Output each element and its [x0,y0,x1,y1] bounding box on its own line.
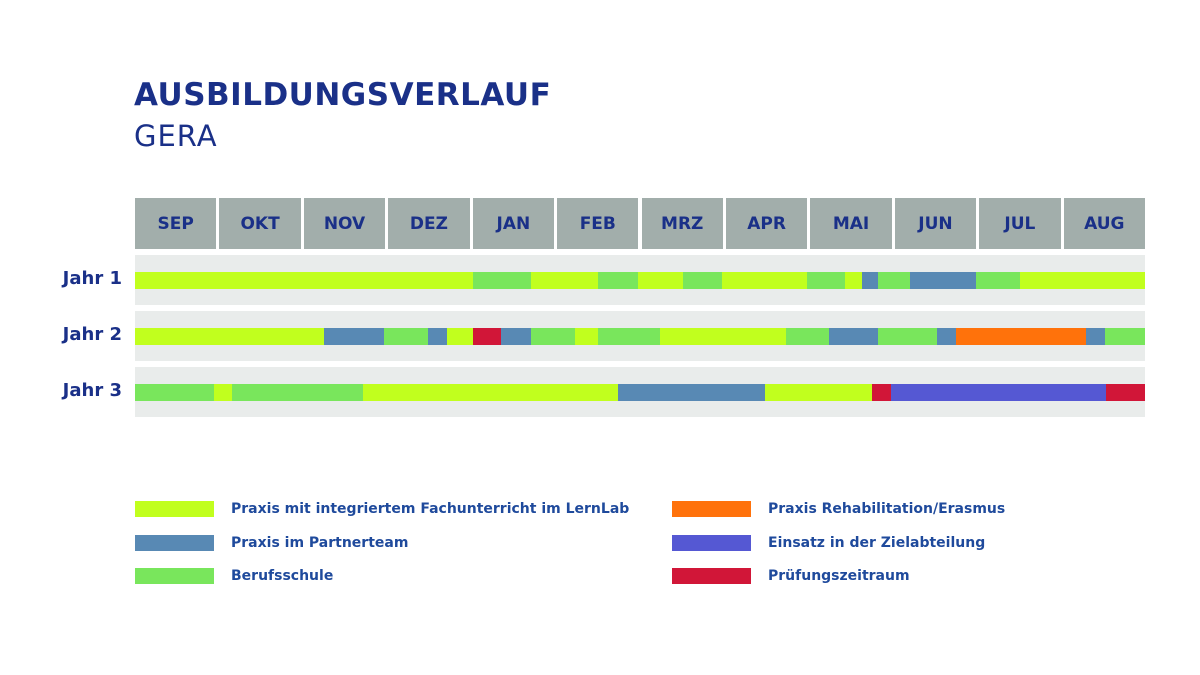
legend-item-reha: Praxis Rehabilitation/Erasmus [672,500,1005,518]
legend-swatch [135,568,214,584]
segment-schule [384,328,429,345]
segment-partner [618,384,766,401]
segment-lernlab [638,272,684,289]
segment-pruefung [1106,384,1146,401]
segment-lernlab [135,272,474,289]
page-subtitle: GERA [134,119,218,153]
month-mrz: MRZ [641,198,723,249]
legend-item-ziel: Einsatz in der Zielabteilung [672,534,985,552]
segment-schule [1104,328,1146,345]
segment-schule [473,272,532,289]
segment-lernlab [214,384,233,401]
month-jul: JUL [979,198,1061,249]
legend-item-lernlab: Praxis mit integriertem Fachunterricht i… [135,500,629,518]
legend-item-schule: Berufsschule [135,567,333,585]
timeline-bar [135,384,1146,401]
legend-label: Praxis im Partnerteam [231,535,409,551]
segment-lernlab [844,272,863,289]
legend-swatch [135,501,214,517]
legend-item-pruefung: Prüfungszeitraum [672,567,910,585]
row-label-jahr-1: Jahr 1 [62,268,122,289]
segment-schule [135,384,215,401]
segment-lernlab [1020,272,1146,289]
segment-lernlab [135,328,325,345]
month-jun: JUN [894,198,977,249]
segment-ziel [890,384,1107,401]
segment-schule [682,272,723,289]
legend-swatch [135,535,214,551]
legend-label: Berufsschule [231,568,334,584]
legend-swatch [672,568,751,584]
timeline-band-jahr-3 [135,367,1146,417]
month-dez: DEZ [388,198,470,249]
segment-lernlab [765,384,873,401]
timeline-band-jahr-1 [135,255,1146,305]
segment-lernlab [722,272,808,289]
legend-item-partner: Praxis im Partnerteam [135,534,408,552]
segment-partner [427,328,448,345]
segment-lernlab [660,328,787,345]
month-aug: AUG [1063,198,1145,249]
segment-lernlab [531,272,599,289]
segment-partner [910,272,977,289]
month-nov: NOV [303,198,386,249]
row-label-jahr-3: Jahr 3 [62,380,122,401]
timeline-bar [135,328,1146,345]
timeline-bar [135,272,1146,289]
month-sep: SEP [135,198,217,249]
segment-lernlab [363,384,619,401]
segment-partner [501,328,532,345]
legend-label: Einsatz in der Zielabteilung [768,535,986,551]
segment-pruefung [872,384,892,401]
segment-schule [231,384,364,401]
legend-swatch [672,501,751,517]
segment-schule [597,272,639,289]
segment-partner [1086,328,1106,345]
month-mai: MAI [810,198,892,249]
segment-lernlab [447,328,474,345]
segment-schule [878,328,938,345]
legend-label: Praxis mit integriertem Fachunterricht i… [231,501,630,517]
segment-partner [324,328,385,345]
month-jan: JAN [472,198,555,249]
timeline-band-jahr-2 [135,311,1146,361]
legend-label: Praxis Rehabilitation/Erasmus [768,501,1006,517]
month-apr: APR [725,198,808,249]
segment-lernlab [575,328,599,345]
row-label-jahr-2: Jahr 2 [62,324,122,345]
segment-partner [829,328,879,345]
segment-reha [956,328,1087,345]
segment-schule [786,328,830,345]
page-title: AUSBILDUNGSVERLAUF [134,77,552,113]
segment-schule [531,328,576,345]
segment-schule [597,328,661,345]
legend-label: Prüfungszeitraum [768,568,910,584]
segment-schule [878,272,911,289]
segment-partner [937,328,957,345]
segment-pruefung [473,328,502,345]
month-header: SEP OKT NOV DEZ JAN FEB MRZ APR MAI JUN JUL AUG [135,198,1145,249]
segment-schule [806,272,846,289]
month-okt: OKT [219,198,301,249]
legend-swatch [672,535,751,551]
month-feb: FEB [557,198,639,249]
segment-partner [862,272,879,289]
segment-schule [975,272,1021,289]
